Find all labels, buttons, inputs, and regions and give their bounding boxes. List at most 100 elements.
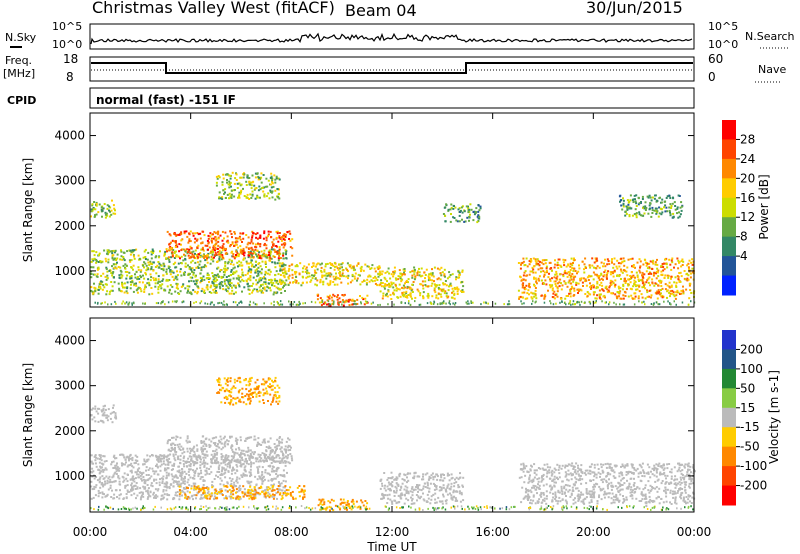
data-cell <box>336 298 339 301</box>
data-cell <box>566 285 569 288</box>
data-cell <box>95 465 98 468</box>
data-cell <box>173 462 176 465</box>
data-cell <box>653 284 656 287</box>
data-cell <box>117 266 120 268</box>
data-cell <box>187 288 190 291</box>
data-cell <box>265 256 268 259</box>
data-cell <box>143 463 146 466</box>
data-cell <box>163 253 166 256</box>
data-cell <box>646 262 649 265</box>
data-cell <box>439 303 441 306</box>
data-cell <box>590 284 593 287</box>
data-cell <box>228 258 231 261</box>
data-cell <box>127 464 130 467</box>
data-cell <box>165 257 168 260</box>
data-cell <box>182 459 185 462</box>
data-cell <box>568 292 571 295</box>
data-cell <box>671 289 674 292</box>
data-cell <box>269 464 272 467</box>
data-cell <box>236 187 239 189</box>
data-cell <box>598 284 601 287</box>
data-cell <box>458 207 461 210</box>
data-cell <box>397 278 400 281</box>
data-cell <box>228 459 231 462</box>
data-cell <box>664 288 667 291</box>
data-cell <box>308 272 311 275</box>
data-cell <box>269 446 272 449</box>
data-cell <box>252 282 255 285</box>
data-cell <box>579 277 582 280</box>
data-cell <box>440 266 443 269</box>
data-cell <box>268 279 271 281</box>
data-cell <box>231 478 234 481</box>
data-cell <box>276 262 279 265</box>
data-cell <box>250 474 253 477</box>
data-cell <box>281 457 284 460</box>
data-cell <box>136 494 139 497</box>
data-cell <box>111 257 114 260</box>
data-cell <box>176 278 179 281</box>
data-cell <box>338 301 340 304</box>
data-cell <box>278 303 280 306</box>
data-cell <box>220 255 223 258</box>
data-cell <box>247 446 250 449</box>
data-cell <box>250 259 253 262</box>
data-cell <box>506 303 509 306</box>
data-cell <box>235 301 237 304</box>
data-cell <box>652 262 655 265</box>
data-cell <box>593 302 595 305</box>
data-cell <box>189 463 192 465</box>
data-cell <box>275 447 278 450</box>
data-cell <box>279 483 282 486</box>
data-cell <box>370 267 373 270</box>
data-cell <box>332 275 335 278</box>
data-cell <box>220 442 223 445</box>
data-cell <box>187 254 190 257</box>
data-cell <box>287 277 290 280</box>
data-cell <box>246 176 249 179</box>
data-cell <box>98 480 101 483</box>
data-cell <box>202 448 205 451</box>
data-cell <box>131 476 134 479</box>
data-cell <box>635 194 638 197</box>
data-cell <box>174 290 177 293</box>
data-cell <box>275 177 278 180</box>
data-cell <box>408 286 411 289</box>
data-cell <box>647 295 650 298</box>
data-cell <box>243 454 246 457</box>
data-cell <box>96 273 99 276</box>
data-cell <box>634 208 637 211</box>
data-cell <box>220 488 223 491</box>
data-cell <box>436 303 439 306</box>
data-cell <box>104 257 107 260</box>
data-cell <box>176 443 179 446</box>
data-cell <box>162 262 165 265</box>
data-cell <box>242 472 245 475</box>
data-cell <box>336 283 339 286</box>
data-cell <box>239 176 242 179</box>
data-cell <box>260 257 263 260</box>
data-cell <box>297 282 300 285</box>
nsky-trace <box>90 32 693 45</box>
data-cell <box>667 300 669 303</box>
data-cell <box>154 256 157 259</box>
data-cell <box>655 270 658 273</box>
data-cell <box>242 258 245 261</box>
data-cell <box>543 295 546 297</box>
data-cell <box>249 276 252 279</box>
data-cell <box>411 270 414 273</box>
data-cell <box>140 491 143 494</box>
data-cell <box>206 454 209 457</box>
data-cell <box>665 197 668 199</box>
data-cell <box>282 265 285 268</box>
data-cell <box>401 278 404 281</box>
data-cell <box>608 290 611 293</box>
data-cell <box>196 247 199 250</box>
data-cell <box>136 473 139 476</box>
data-cell <box>140 290 143 293</box>
data-cell <box>179 268 182 271</box>
data-cell <box>238 453 241 456</box>
data-cell <box>525 257 528 260</box>
data-cell <box>577 288 580 291</box>
data-cell <box>562 258 565 261</box>
